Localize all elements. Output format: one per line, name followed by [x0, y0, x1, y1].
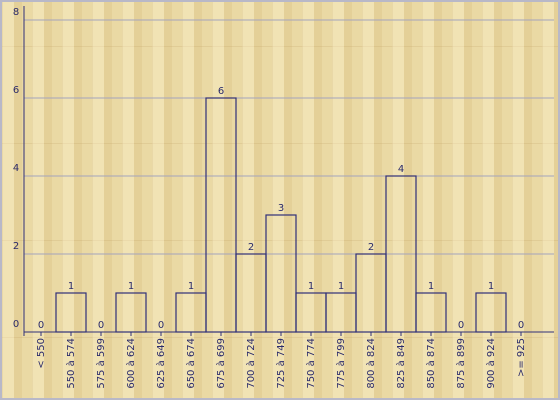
- data-label: 2: [368, 242, 374, 253]
- data-label: 4: [398, 164, 404, 175]
- x-tick-label: 700 à 724: [245, 338, 257, 389]
- bar: [415, 292, 447, 333]
- bar: [475, 292, 507, 333]
- x-tick-label: 625 à 649: [155, 338, 167, 389]
- data-label: 2: [248, 242, 254, 253]
- data-label: 1: [188, 281, 194, 292]
- y-tick-label: 0: [13, 319, 19, 330]
- data-label: 1: [128, 281, 134, 292]
- x-tick-label: 825 à 849: [395, 338, 407, 389]
- data-label: 6: [218, 86, 224, 97]
- x-tick-label: 850 à 874: [425, 338, 437, 389]
- bar: [325, 292, 357, 333]
- bar: [235, 253, 267, 333]
- x-tick-label: 550 à 574: [65, 338, 77, 389]
- bar: [175, 292, 207, 333]
- bar: [55, 292, 87, 333]
- x-tick-label: 775 à 799: [335, 338, 347, 389]
- data-label: 0: [98, 320, 104, 331]
- data-label: 1: [308, 281, 314, 292]
- data-label: 0: [158, 320, 164, 331]
- x-tick-label: 600 à 624: [125, 338, 137, 389]
- data-label: 0: [458, 320, 464, 331]
- data-label: 1: [338, 281, 344, 292]
- x-tick-label: >= 925: [516, 338, 527, 377]
- x-tick-label: 875 à 899: [455, 338, 467, 389]
- bar: [115, 292, 147, 333]
- x-tick-label: 750 à 774: [305, 338, 317, 389]
- bar: [205, 97, 237, 333]
- y-tick-label: 2: [13, 241, 19, 252]
- bar: [385, 175, 417, 333]
- bar: [295, 292, 327, 333]
- x-tick-label: 650 à 674: [185, 338, 197, 389]
- x-tick-label: 675 à 699: [215, 338, 227, 389]
- y-tick-label: 8: [13, 7, 19, 18]
- bar: [355, 253, 387, 333]
- data-label: 3: [278, 203, 284, 214]
- data-label: 1: [428, 281, 434, 292]
- y-tick-label: 6: [13, 85, 19, 96]
- bar: [265, 214, 297, 333]
- data-label: 0: [518, 320, 524, 331]
- x-tick-label: 900 à 924: [485, 338, 497, 389]
- x-tick-label: 575 à 599: [95, 338, 107, 389]
- y-tick-label: 4: [13, 163, 19, 174]
- data-label: 0: [38, 320, 44, 331]
- data-label: 1: [488, 281, 494, 292]
- x-tick-label: 725 à 749: [275, 338, 287, 389]
- data-label: 1: [68, 281, 74, 292]
- x-tick-label: 800 à 824: [365, 338, 377, 389]
- x-tick-label: < 550: [36, 338, 47, 369]
